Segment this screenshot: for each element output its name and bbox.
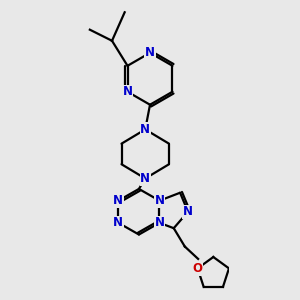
Text: N: N [140,123,150,136]
Text: O: O [193,262,203,275]
Text: N: N [113,194,123,207]
Text: N: N [154,216,164,229]
Text: N: N [154,194,164,207]
Text: N: N [183,205,193,218]
Text: N: N [113,216,123,229]
Text: N: N [140,172,150,185]
Text: N: N [145,46,155,59]
Text: N: N [122,85,133,98]
